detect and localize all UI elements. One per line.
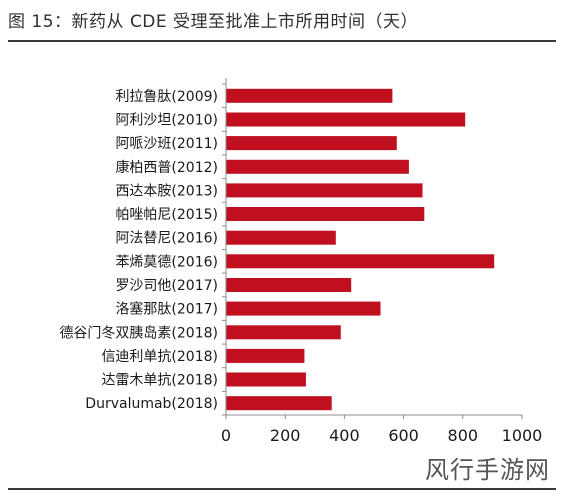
bar	[226, 372, 306, 387]
bar	[226, 254, 495, 269]
category-labels-group: 利拉鲁肽(2009) 阿利沙坦(2010) 阿哌沙班(2011) 康柏西普(2012)…	[59, 89, 218, 412]
category-label: 德谷门冬双胰岛素(2018)	[59, 325, 218, 341]
watermark: 风行手游网	[419, 452, 556, 488]
x-tick-label: 200	[270, 426, 301, 445]
bar	[226, 112, 466, 127]
category-label: 阿哌沙班(2011)	[115, 135, 218, 152]
bar	[226, 230, 336, 245]
category-label: 帕唑帕尼(2015)	[115, 207, 218, 223]
x-tick-label: 800	[448, 426, 479, 445]
category-label: 阿利沙坦(2010)	[115, 113, 218, 129]
bar	[226, 88, 393, 103]
bar	[226, 325, 341, 340]
x-tick-label: 600	[388, 426, 419, 445]
x-tick-label: 400	[329, 426, 360, 445]
category-label: 信迪利单抗(2018)	[101, 349, 218, 365]
category-label: Durvalumab(2018)	[85, 396, 218, 412]
category-label: 罗沙司他(2017)	[115, 278, 218, 294]
bar	[226, 136, 397, 151]
bar	[226, 159, 409, 174]
category-label: 洛塞那肽(2017)	[115, 301, 218, 318]
category-label: 西达本胺(2013)	[115, 183, 218, 199]
category-label: 达雷木单抗(2018)	[101, 373, 218, 389]
bar	[226, 278, 352, 292]
x-tick-label: 1000	[502, 426, 543, 445]
bar	[226, 207, 425, 221]
bar	[226, 301, 381, 316]
figure-title: 图 15：新药从 CDE 受理至批准上市所用时间（天）	[8, 12, 419, 32]
bottom-rule	[8, 488, 556, 490]
bar	[226, 348, 305, 363]
category-label: 利拉鲁肽(2009)	[115, 89, 218, 105]
axes-group: 0 200 400 600 800 1000	[221, 78, 542, 445]
category-label: 康柏西普(2012)	[115, 159, 218, 176]
bar	[226, 183, 423, 198]
category-label: 苯烯莫德(2016)	[115, 253, 218, 270]
bar	[226, 396, 332, 411]
title-rule	[8, 40, 556, 42]
bars-group	[226, 88, 495, 411]
category-label: 阿法替尼(2016)	[115, 231, 218, 247]
x-tick-label: 0	[221, 426, 231, 445]
